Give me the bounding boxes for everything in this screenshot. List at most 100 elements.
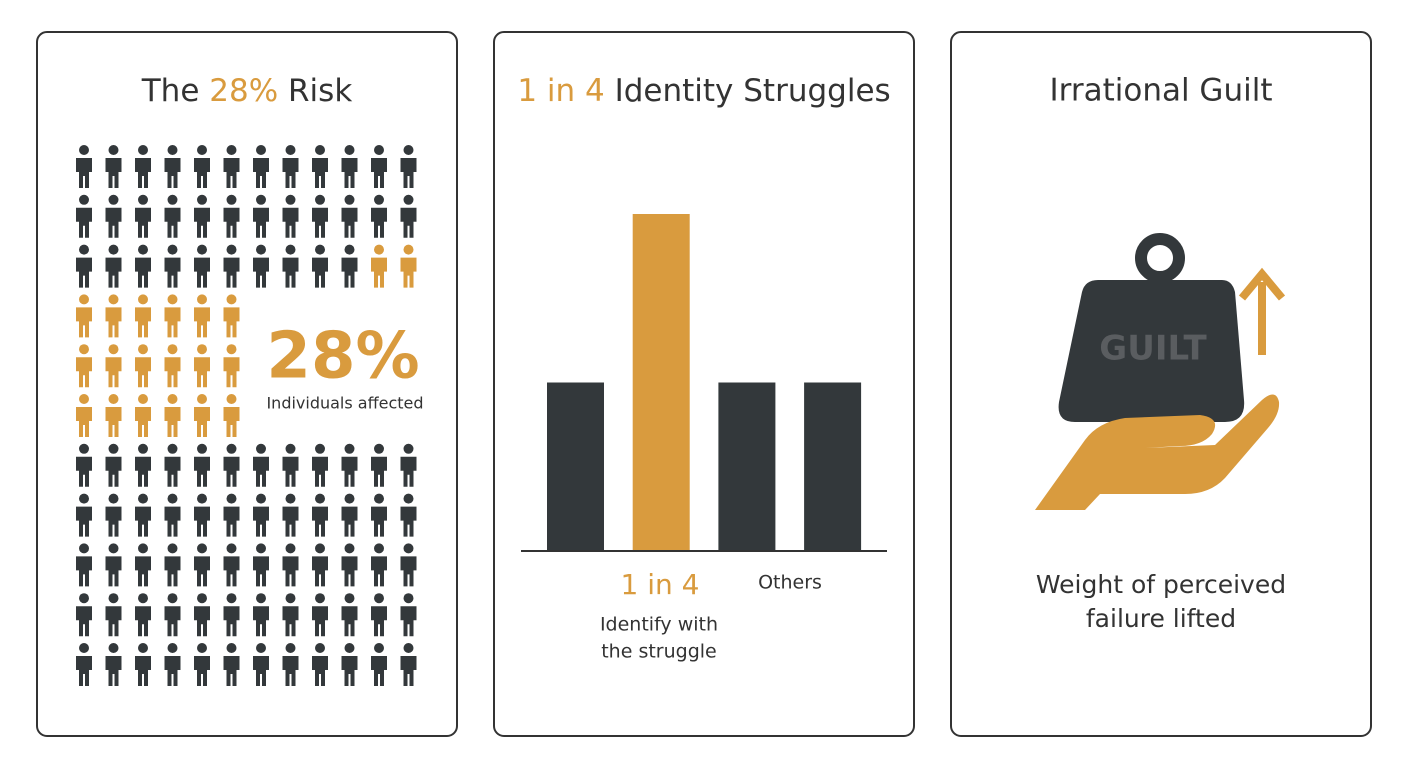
body xyxy=(164,506,181,537)
person-icon xyxy=(371,593,387,637)
head xyxy=(344,194,355,205)
head xyxy=(226,244,237,255)
body xyxy=(400,606,417,637)
head xyxy=(108,543,119,554)
person-icon xyxy=(105,145,122,188)
head xyxy=(138,294,148,305)
title-part: Risk xyxy=(278,73,352,109)
head xyxy=(256,194,266,205)
person-icon xyxy=(400,244,417,288)
person-icon xyxy=(223,194,240,238)
head xyxy=(374,543,384,554)
body xyxy=(194,357,210,388)
body xyxy=(223,357,240,388)
head xyxy=(285,145,296,155)
body xyxy=(312,606,328,637)
head xyxy=(108,593,119,604)
body xyxy=(341,656,358,686)
person-icon xyxy=(253,244,269,288)
person-icon xyxy=(400,543,417,587)
person-icon xyxy=(312,194,328,238)
person-icon xyxy=(253,493,269,537)
body xyxy=(282,506,299,537)
body xyxy=(76,606,92,637)
head xyxy=(256,643,266,653)
body xyxy=(105,257,122,288)
head xyxy=(197,543,207,554)
person-icon xyxy=(105,493,122,537)
head xyxy=(315,244,325,255)
caption: failure lifted xyxy=(1086,604,1236,633)
person-icon xyxy=(105,593,122,637)
person-icon xyxy=(105,294,122,338)
body xyxy=(400,456,417,487)
head xyxy=(403,543,414,554)
head xyxy=(256,493,266,504)
head xyxy=(344,643,355,653)
body xyxy=(135,506,151,537)
head xyxy=(226,493,237,504)
body xyxy=(312,506,328,537)
person-icon xyxy=(76,493,92,537)
body xyxy=(164,158,181,188)
body xyxy=(194,656,210,686)
head xyxy=(108,244,119,255)
head xyxy=(79,493,89,504)
body xyxy=(194,158,210,188)
person-icon xyxy=(371,194,387,238)
head xyxy=(167,344,178,355)
title-highlight: 28% xyxy=(209,73,278,109)
body xyxy=(341,556,358,587)
head xyxy=(108,294,119,305)
head xyxy=(138,493,148,504)
person-icon xyxy=(253,543,269,587)
hand xyxy=(1035,394,1280,510)
person-icon xyxy=(223,443,240,487)
body xyxy=(223,207,240,238)
bar xyxy=(804,382,862,551)
body xyxy=(164,606,181,637)
body xyxy=(282,158,299,188)
body xyxy=(341,456,358,487)
body xyxy=(223,556,240,587)
head xyxy=(403,643,414,653)
person-icon xyxy=(341,493,358,537)
body xyxy=(253,656,269,686)
person-icon xyxy=(105,543,122,587)
head xyxy=(344,443,355,454)
person-icon xyxy=(282,443,299,487)
person-icon xyxy=(282,145,299,188)
head xyxy=(226,394,237,404)
head xyxy=(167,244,178,255)
body xyxy=(135,207,151,238)
body xyxy=(282,207,299,238)
body xyxy=(223,656,240,686)
body xyxy=(341,506,358,537)
head xyxy=(79,244,89,255)
person-icon xyxy=(164,493,181,537)
body xyxy=(312,257,328,288)
head xyxy=(167,443,178,454)
person-icon xyxy=(164,294,181,338)
body xyxy=(312,207,328,238)
person-icon xyxy=(76,394,92,437)
body xyxy=(312,456,328,487)
head xyxy=(344,543,355,554)
person-icon xyxy=(282,543,299,587)
person-icon xyxy=(194,543,210,587)
body xyxy=(223,506,240,537)
body xyxy=(105,158,122,188)
head xyxy=(79,443,89,454)
body xyxy=(312,158,328,188)
person-icon xyxy=(164,145,181,188)
person-icon xyxy=(312,593,328,637)
head xyxy=(79,194,89,205)
person-icon xyxy=(194,145,210,188)
person-icon xyxy=(371,543,387,587)
person-icon xyxy=(164,394,181,437)
body xyxy=(400,158,417,188)
body xyxy=(105,656,122,686)
person-icon xyxy=(76,543,92,587)
head xyxy=(197,244,207,255)
body xyxy=(105,556,122,587)
